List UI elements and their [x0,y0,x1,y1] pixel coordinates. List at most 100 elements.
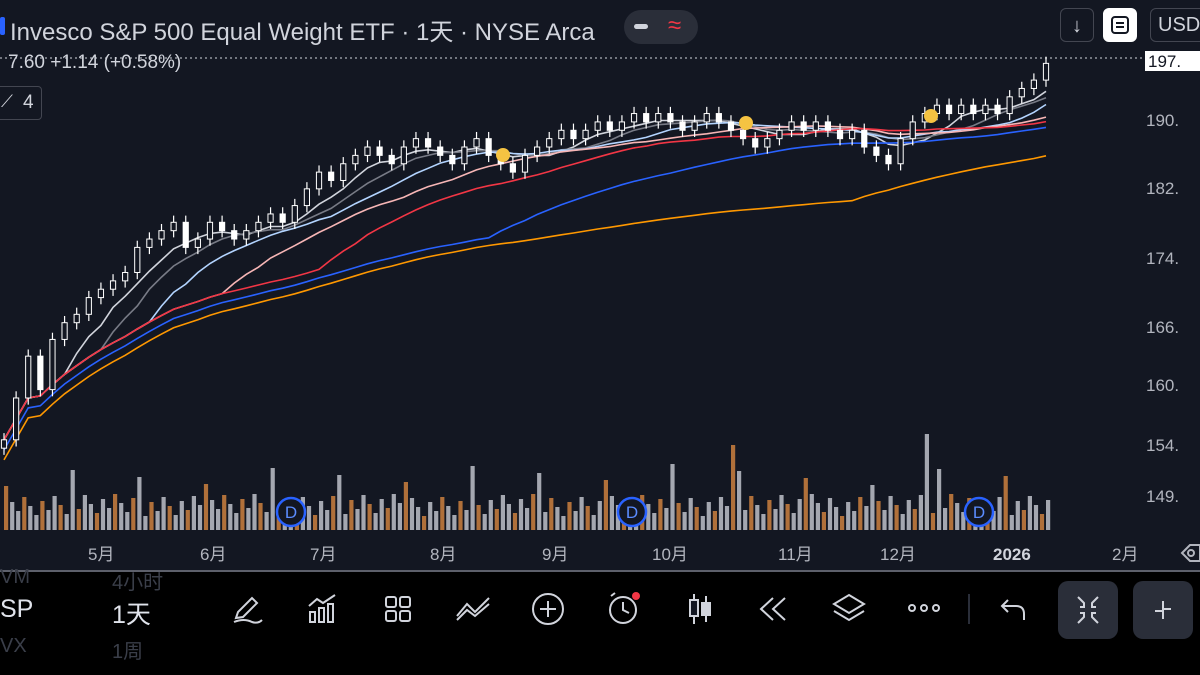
exit-fullscreen-button[interactable] [1133,581,1193,639]
volume-bar [64,514,69,530]
earnings-marker [924,109,938,123]
volume-bar [924,434,929,530]
undo-icon[interactable] [998,594,1030,624]
candle-body [727,121,735,131]
volume-bar [815,503,820,530]
price-tick: 174. [1146,249,1179,268]
candle-body [885,154,892,165]
volume-bar [585,506,590,530]
add-icon[interactable] [530,591,566,627]
more-icon[interactable] [906,600,942,616]
volume-bar [1015,501,1020,530]
volume-bar [470,466,475,530]
symbol-title[interactable]: Invesco S&P 500 Equal Weight ETF · 1天 · … [10,19,595,46]
pencil-icon[interactable] [230,592,264,626]
price-axis[interactable]: 197. 190. 182. 174. 166. 160. 154. 149. [1145,50,1200,520]
volume-bar [803,478,808,530]
interval-button[interactable]: 1天 [112,601,151,629]
volume-bar [791,513,796,530]
currency-button[interactable]: USD [1150,8,1200,42]
volume-bar [664,508,669,530]
alert-clock-icon[interactable] [605,590,643,628]
volume-bar [22,497,27,530]
settings-icon[interactable] [1180,544,1200,562]
volume-bar [506,504,511,530]
volume-bar [900,514,905,530]
download-icon[interactable]: ↓ [1060,8,1094,42]
volume-bar [185,510,190,530]
fullscreen-button[interactable] [1103,8,1137,42]
volume-bar [349,500,354,530]
volume-bar [210,500,215,530]
candle-body [739,129,747,140]
candle-body [534,146,541,156]
volume-bar [767,500,772,530]
price-tick: 166. [1146,318,1179,337]
candle-body [994,104,1001,115]
volume-bar [385,508,390,530]
fullscreen-icon [1111,16,1129,34]
volume-bar [337,475,342,530]
volume-bar [864,506,869,530]
chart-header: Invesco S&P 500 Equal Weight ETF · 1天 · … [0,0,1200,50]
volume-bar [434,511,439,530]
volume-bar [325,510,330,530]
replay-rewind-icon[interactable] [757,594,791,624]
candle-body [49,338,56,391]
candle-body [461,146,468,165]
candle-body [279,213,286,223]
candles-icon[interactable] [685,591,715,627]
candle-body [449,154,456,165]
indicator-toggle-pill[interactable]: ≈ [624,10,698,44]
volume-bar [609,496,614,530]
candle-body [982,104,989,115]
volume-bar [119,503,124,530]
volume-bar [137,477,142,530]
volume-bar [870,485,875,530]
volume-bar [306,506,312,530]
volume-bar [240,499,245,530]
volume-bar [131,498,136,530]
ma-line-ma-f [3,126,1047,451]
wave-icon[interactable]: ≈ [668,12,682,39]
collapse-button[interactable] [1058,581,1118,639]
volume-bar [34,515,39,530]
symbol-button[interactable]: SP [0,595,34,623]
minus-icon[interactable] [634,24,648,29]
volume-bar [579,497,584,530]
earnings-marker [496,148,510,162]
volume-bar [403,482,408,530]
indicators-icon[interactable] [305,592,339,626]
toolbar-divider [968,594,970,624]
candle-body [1030,79,1037,89]
time-label: 6月 [200,545,226,564]
candle-body [667,113,674,123]
volume-bar [731,445,736,530]
layers-icon[interactable] [831,592,867,626]
layout-grid-icon[interactable] [381,592,415,626]
legend-collapse-button[interactable]: ⟋ 4 [0,86,42,120]
volume-bar [555,507,560,530]
candle-body [970,104,977,115]
volume-bar [216,509,221,530]
candle-body [945,104,953,115]
volume-bar [94,513,100,530]
dividend-marker [616,496,648,528]
price-chart[interactable]: D D D 197. 190. 182. 174. 166. 160. 154. 1… [0,50,1200,570]
panel-divider[interactable] [0,570,1200,572]
candle-body [582,129,589,140]
candle-body [218,221,226,232]
volume-bar [821,512,826,530]
dividend-marker [963,496,995,528]
volume-bar [852,511,857,530]
volume-bar [809,494,814,530]
volume-bar [500,495,505,530]
volume-bar [391,494,396,530]
collapse-icon [1077,596,1099,624]
compare-icon[interactable] [455,592,491,626]
volume-bar [518,499,524,530]
volume-bar [531,494,536,530]
time-axis[interactable]: 5月 6月 7月 8月 9月 10月 11月 12月 2026 2月 [0,530,1200,570]
volume-bar [343,514,348,530]
bottom-toolbar [0,572,1200,675]
